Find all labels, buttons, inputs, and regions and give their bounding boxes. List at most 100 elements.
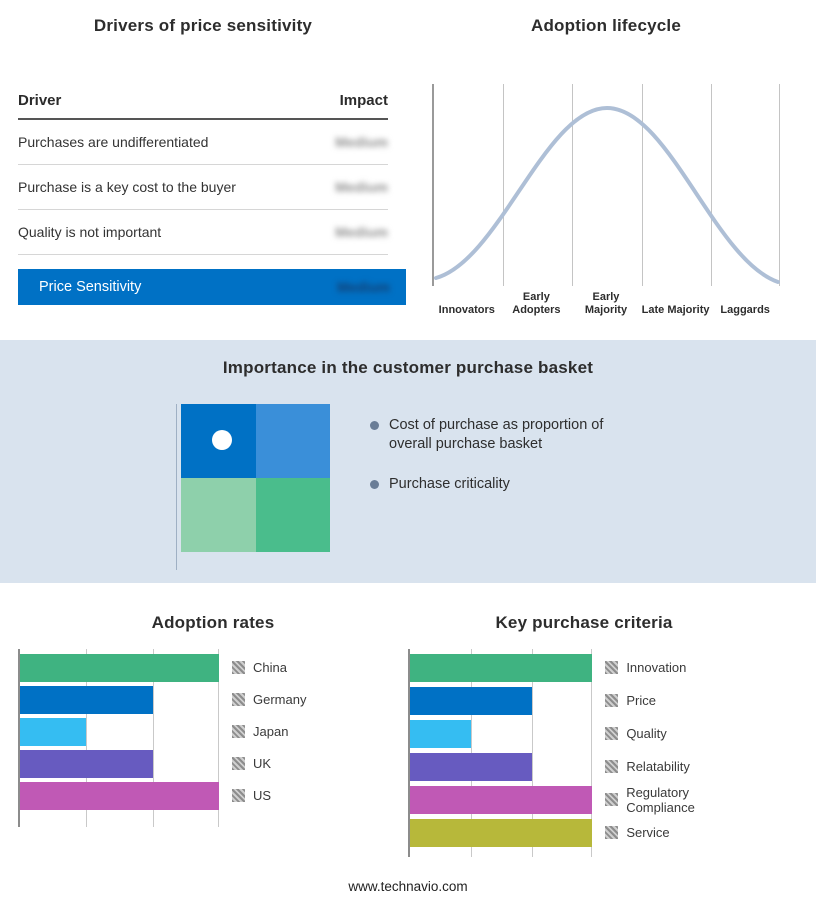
summary-impact-blurred: Medium — [337, 279, 390, 295]
legend-swatch-icon — [232, 788, 245, 802]
legend-item: Germany — [232, 683, 306, 715]
gridline — [572, 84, 574, 286]
gridline — [503, 84, 505, 286]
legend-item: China — [232, 651, 306, 683]
bar-quality — [410, 720, 471, 748]
quadrant-graphic — [181, 404, 330, 552]
quadrant-axis-line — [176, 404, 177, 570]
stage-label-laggards: Laggards — [720, 304, 770, 316]
adoption-lifecycle-chart — [432, 84, 780, 286]
legend-item: US — [232, 779, 306, 811]
legend-item: Regulatory Compliance — [605, 783, 760, 816]
gridline — [779, 84, 780, 286]
legend-label: Price — [626, 693, 656, 708]
table-row: Quality is not important Medium — [18, 210, 388, 255]
position-dot — [212, 430, 232, 450]
quadrant-top-right — [255, 404, 330, 478]
legend-label: Japan — [253, 723, 289, 739]
bar-china — [20, 654, 219, 682]
legend-label: Regulatory Compliance — [626, 784, 695, 815]
legend-swatch-icon — [232, 724, 245, 738]
gridline — [531, 649, 533, 857]
gridline — [218, 649, 219, 827]
legend-swatch-icon — [605, 826, 619, 839]
key-purchase-criteria-panel: Key purchase criteria — [408, 583, 816, 873]
legend-label: UK — [253, 755, 272, 771]
legend-swatch-icon — [605, 793, 619, 806]
legend-swatch-icon — [232, 660, 245, 674]
purchase-basket-title: Importance in the customer purchase bask… — [222, 358, 594, 377]
driver-table-header: Driver Impact — [18, 92, 388, 120]
adoption-lifecycle-title: Adoption lifecycle — [530, 16, 681, 35]
legend-label: China — [253, 659, 287, 675]
price-sensitivity-title: Drivers of price sensitivity — [93, 16, 313, 35]
impact-column-header: Impact — [339, 92, 388, 109]
bullet-icon — [370, 480, 379, 489]
bar-service — [410, 819, 593, 847]
lifecycle-stage-labels: Innovators Early Adopters Early Majority… — [432, 291, 780, 317]
legend-swatch-icon — [605, 661, 619, 674]
bell-curve-path — [434, 105, 780, 284]
purchase-basket-content: Cost of purchase as proportion of overal… — [0, 404, 816, 570]
summary-label: Price Sensitivity — [39, 279, 142, 295]
price-sensitivity-summary-row: Price Sensitivity Medium — [18, 269, 406, 305]
legend-item: Relatability — [605, 750, 760, 783]
bell-curve-svg — [434, 105, 780, 284]
bar-us — [20, 782, 219, 810]
stage-label-late-majority: Late Majority — [641, 304, 710, 316]
quadrant-bottom-right — [255, 478, 330, 552]
legend-swatch-icon — [232, 756, 245, 770]
bar-uk — [20, 750, 153, 778]
legend-swatch-icon — [605, 694, 619, 707]
purchase-basket-section: Importance in the customer purchase bask… — [0, 340, 816, 583]
driver-column-header: Driver — [18, 92, 62, 109]
bullet-item: Purchase criticality — [370, 475, 632, 494]
bar-relatability — [410, 753, 532, 781]
table-row: Purchase is a key cost to the buyer Medi… — [18, 165, 388, 210]
driver-cell: Purchase is a key cost to the buyer — [18, 179, 236, 195]
legend-item: UK — [232, 747, 306, 779]
legend-label: Service — [626, 825, 670, 840]
table-row: Purchases are undifferentiated Medium — [18, 120, 388, 165]
gridline — [591, 649, 593, 857]
quadrant-graphic-wrap — [176, 404, 330, 570]
legend-item: Innovation — [605, 651, 760, 684]
adoption-rates-title: Adoption rates — [151, 613, 275, 632]
legend-label: Innovation — [626, 660, 687, 675]
bullet-item: Cost of purchase as proportion of overal… — [370, 416, 632, 454]
legend-swatch-icon — [232, 692, 245, 706]
impact-cell-blurred: Medium — [335, 179, 388, 195]
legend-swatch-icon — [605, 727, 619, 740]
bars — [20, 649, 219, 810]
top-section: Drivers of price sensitivity Driver Impa… — [0, 0, 816, 340]
adoption-rates-chart-row: China Germany Japan UK — [18, 649, 408, 827]
legend-label: US — [253, 787, 272, 803]
price-sensitivity-panel: Drivers of price sensitivity Driver Impa… — [0, 0, 408, 340]
legend-label: Germany — [253, 691, 307, 707]
key-purchase-criteria-title: Key purchase criteria — [495, 613, 673, 632]
bar-regulatory-compliance — [410, 786, 593, 814]
gridline — [152, 649, 154, 827]
legend-item: Quality — [605, 717, 760, 750]
key-purchase-criteria-chart — [408, 649, 593, 857]
purchase-basket-bullets: Cost of purchase as proportion of overal… — [370, 416, 632, 552]
adoption-lifecycle-panel: Adoption lifecycle Innovators Early Adop… — [408, 0, 816, 340]
adoption-rates-chart — [18, 649, 219, 827]
bullet-icon — [370, 421, 379, 430]
impact-cell-blurred: Medium — [335, 134, 388, 150]
gridline — [86, 649, 88, 827]
stage-label-early-majority: Early Majority — [584, 291, 628, 316]
legend-item: Service — [605, 816, 760, 849]
gridline — [641, 84, 643, 286]
legend-label: Quality — [626, 726, 667, 741]
legend-item: Japan — [232, 715, 306, 747]
adoption-rates-legend: China Germany Japan UK — [232, 649, 306, 827]
driver-cell: Purchases are undifferentiated — [18, 134, 209, 150]
key-purchase-criteria-chart-row: Innovation Price Quality Relatability — [408, 649, 760, 857]
legend-item: Price — [605, 684, 760, 717]
stage-label-early-adopters: Early Adopters — [512, 291, 561, 316]
driver-table: Driver Impact Purchases are undifferenti… — [18, 92, 406, 305]
legend-swatch-icon — [605, 760, 619, 773]
bars — [410, 649, 593, 847]
